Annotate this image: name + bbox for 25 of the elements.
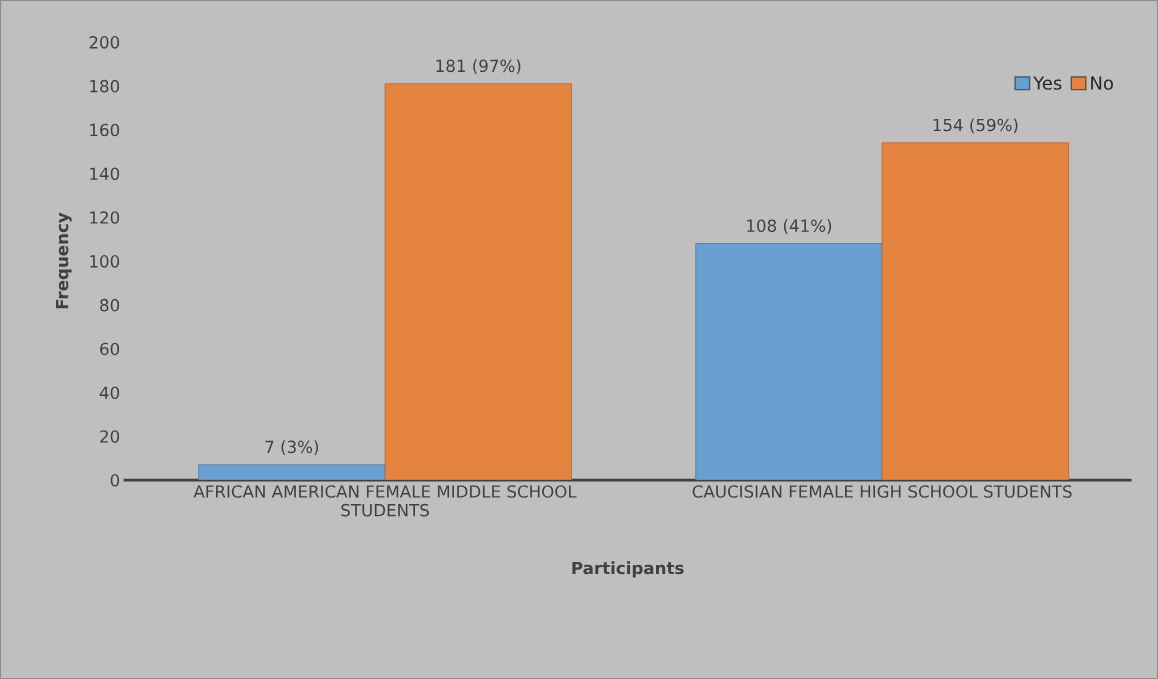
x-tick-label: AFRICAN AMERICAN FEMALE MIDDLE SCHOOL STUDENTS [193,485,577,517]
y-tick-label: 80 [100,298,120,312]
bar [384,83,572,481]
x-tick-label: CAUCISIAN FEMALE HIGH SCHOOL STUDENTS [692,485,1072,498]
y-tick-label: 60 [100,342,120,356]
y-tick-label: 200 [89,36,120,49]
y-tick-label: 40 [99,386,120,400]
y-tick-label: 160 [90,123,120,137]
y-tick-label: 140 [90,167,120,181]
legend-label: Yes [1033,76,1062,90]
y-tick-label: 180 [90,79,120,93]
y-axis-title: Frequency [55,212,72,309]
bar [695,243,883,481]
data-label: 7 (3%) [265,440,319,456]
bar [198,464,386,481]
bar [881,142,1069,481]
y-tick-label: 100 [90,255,120,268]
y-tick-label: 0 [110,474,120,487]
legend-label: No [1091,76,1113,90]
data-label: 108 (41%) [747,219,832,234]
y-tick-label: 20 [100,430,120,443]
y-tick-label: 120 [90,211,120,224]
data-label: 154 (59%) [933,118,1018,134]
x-axis-title: Participants [572,561,684,578]
data-label: 181 (97%) [436,59,521,75]
